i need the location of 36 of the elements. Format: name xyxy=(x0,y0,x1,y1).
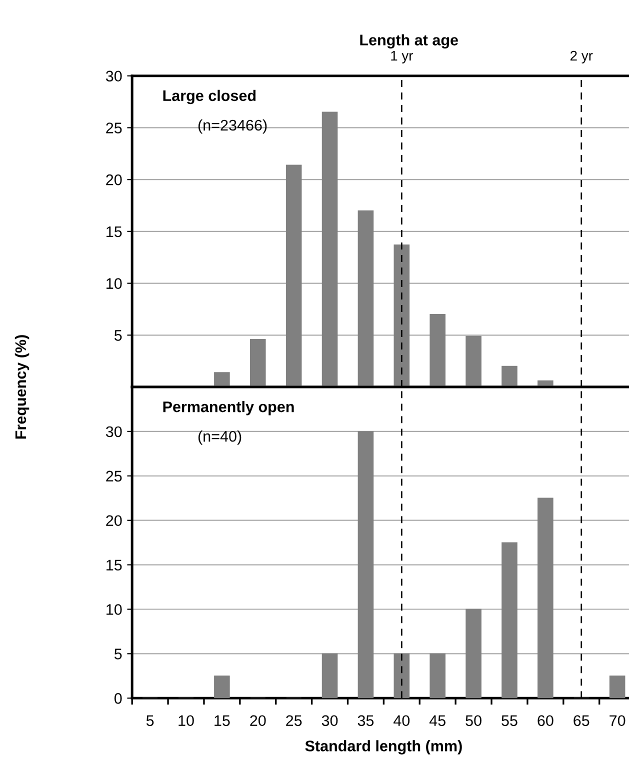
x-tick-label: 50 xyxy=(466,715,482,726)
x-tick-label: 20 xyxy=(250,715,266,726)
y-tick-label: 10 xyxy=(106,278,122,289)
x-axis-title: Standard length (mm) xyxy=(305,740,462,754)
x-tick-label: 5 xyxy=(146,715,154,726)
y-tick-label: 15 xyxy=(106,226,122,238)
y-tick-label: 5 xyxy=(114,330,122,341)
x-tick-label: 30 xyxy=(322,715,338,726)
x-tick-label: 10 xyxy=(178,715,194,726)
y-tick-label: 5 xyxy=(114,648,122,660)
y-tick-label: 15 xyxy=(106,560,122,570)
x-tick-label: 70 xyxy=(610,715,626,726)
y-tick-label: 20 xyxy=(106,515,122,526)
x-tick-label: 60 xyxy=(538,715,554,726)
x-tick-label: 25 xyxy=(286,715,302,726)
x-tick-label: 35 xyxy=(358,715,374,726)
x-tick-label: 40 xyxy=(394,715,410,726)
y-tick-label: 25 xyxy=(106,122,122,134)
ref-line-label: 2 yr xyxy=(570,50,593,64)
y-tick-label: 20 xyxy=(106,174,122,186)
y-tick-label: 30 xyxy=(106,426,122,438)
annotation: (n=40) xyxy=(198,430,242,445)
x-tick-label: 65 xyxy=(574,715,590,726)
annotation: Permanently open xyxy=(163,401,294,416)
y-tick-label: 25 xyxy=(106,470,122,482)
annotation: Large closed xyxy=(163,90,256,104)
y-axis-title: Frequency (%) xyxy=(14,335,30,439)
ref-line-label: 1 yr xyxy=(391,50,414,64)
y-tick-label: 30 xyxy=(106,70,122,82)
x-tick-label: 15 xyxy=(214,715,230,726)
y-tick-label: 0 xyxy=(114,693,122,704)
chart-title: Length at age xyxy=(360,34,458,49)
x-tick-label: 55 xyxy=(502,715,518,726)
annotation: (n=23466) xyxy=(198,119,267,134)
y-tick-label: 10 xyxy=(106,604,122,615)
x-tick-label: 45 xyxy=(429,715,446,726)
